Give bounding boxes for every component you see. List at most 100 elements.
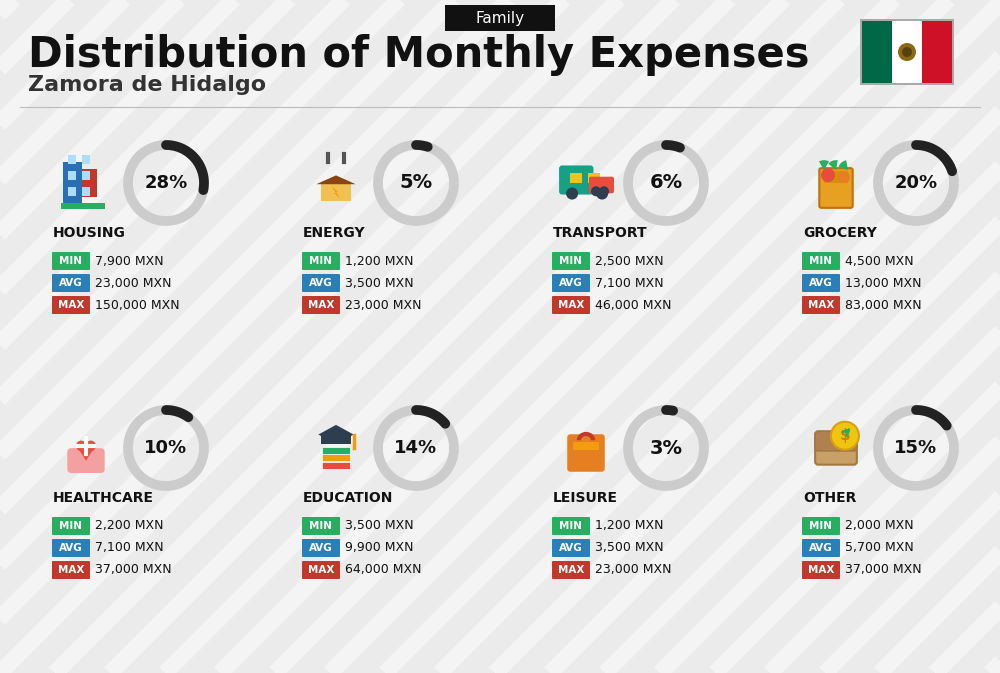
FancyBboxPatch shape (802, 296, 840, 314)
FancyBboxPatch shape (802, 539, 840, 557)
Circle shape (566, 188, 578, 200)
FancyBboxPatch shape (321, 184, 351, 201)
Text: 7,100 MXN: 7,100 MXN (595, 277, 664, 289)
Text: MAX: MAX (808, 565, 834, 575)
Text: HOUSING: HOUSING (53, 226, 126, 240)
Text: AVG: AVG (309, 543, 333, 553)
FancyBboxPatch shape (573, 442, 599, 450)
FancyBboxPatch shape (552, 252, 590, 270)
FancyBboxPatch shape (52, 517, 90, 535)
FancyBboxPatch shape (82, 171, 90, 180)
Wedge shape (839, 160, 848, 170)
FancyBboxPatch shape (322, 462, 350, 469)
FancyBboxPatch shape (802, 561, 840, 579)
FancyBboxPatch shape (552, 539, 590, 557)
FancyBboxPatch shape (588, 173, 600, 183)
Text: ENERGY: ENERGY (303, 226, 366, 240)
Text: MIN: MIN (60, 256, 82, 266)
Text: MAX: MAX (558, 565, 584, 575)
Text: MAX: MAX (308, 300, 334, 310)
Text: $: $ (840, 428, 850, 444)
FancyBboxPatch shape (860, 19, 954, 85)
FancyBboxPatch shape (63, 162, 82, 204)
FancyBboxPatch shape (302, 539, 340, 557)
Text: Family: Family (475, 11, 525, 26)
Text: AVG: AVG (59, 543, 83, 553)
Text: 23,000 MXN: 23,000 MXN (595, 563, 672, 577)
Text: 5,700 MXN: 5,700 MXN (845, 542, 914, 555)
FancyBboxPatch shape (302, 274, 340, 292)
Text: MIN: MIN (60, 521, 82, 531)
Polygon shape (318, 425, 354, 444)
Text: 20%: 20% (894, 174, 938, 192)
Circle shape (599, 186, 609, 197)
Text: 2,500 MXN: 2,500 MXN (595, 254, 664, 267)
Text: 14%: 14% (394, 439, 438, 457)
FancyBboxPatch shape (802, 517, 840, 535)
Text: OTHER: OTHER (803, 491, 856, 505)
Text: Distribution of Monthly Expenses: Distribution of Monthly Expenses (28, 34, 810, 76)
FancyBboxPatch shape (815, 431, 857, 451)
Text: MIN: MIN (560, 521, 582, 531)
Polygon shape (316, 176, 356, 184)
Text: 23,000 MXN: 23,000 MXN (345, 299, 422, 312)
Text: 13,000 MXN: 13,000 MXN (845, 277, 922, 289)
Text: 83,000 MXN: 83,000 MXN (845, 299, 922, 312)
Text: AVG: AVG (809, 543, 833, 553)
Text: 15%: 15% (894, 439, 938, 457)
FancyBboxPatch shape (302, 252, 340, 270)
Wedge shape (828, 160, 838, 170)
Text: GROCERY: GROCERY (803, 226, 877, 240)
Text: 7,100 MXN: 7,100 MXN (95, 542, 164, 555)
Text: 37,000 MXN: 37,000 MXN (95, 563, 172, 577)
FancyBboxPatch shape (67, 448, 105, 473)
FancyBboxPatch shape (302, 296, 340, 314)
FancyBboxPatch shape (68, 171, 76, 180)
FancyBboxPatch shape (567, 434, 605, 472)
FancyBboxPatch shape (819, 168, 853, 208)
Text: MIN: MIN (310, 521, 332, 531)
Text: 46,000 MXN: 46,000 MXN (595, 299, 672, 312)
Text: 10%: 10% (144, 439, 188, 457)
FancyBboxPatch shape (322, 454, 350, 462)
FancyBboxPatch shape (52, 561, 90, 579)
FancyBboxPatch shape (552, 517, 590, 535)
Text: MAX: MAX (558, 300, 584, 310)
Text: LEISURE: LEISURE (553, 491, 618, 505)
Text: 2,200 MXN: 2,200 MXN (95, 520, 164, 532)
Text: 28%: 28% (144, 174, 188, 192)
Text: MIN: MIN (810, 521, 832, 531)
Text: 5%: 5% (399, 174, 433, 192)
Circle shape (898, 43, 916, 61)
Text: MAX: MAX (808, 300, 834, 310)
Text: 3,500 MXN: 3,500 MXN (345, 520, 414, 532)
Text: TRANSPORT: TRANSPORT (553, 226, 648, 240)
Text: 3,500 MXN: 3,500 MXN (595, 542, 664, 555)
Circle shape (591, 186, 601, 197)
Text: Zamora de Hidalgo: Zamora de Hidalgo (28, 75, 266, 95)
Text: 7,900 MXN: 7,900 MXN (95, 254, 164, 267)
FancyBboxPatch shape (82, 155, 90, 164)
FancyBboxPatch shape (302, 561, 340, 579)
FancyBboxPatch shape (552, 274, 590, 292)
Text: 6%: 6% (649, 174, 683, 192)
FancyBboxPatch shape (862, 21, 892, 83)
Text: MAX: MAX (58, 565, 84, 575)
FancyBboxPatch shape (570, 173, 582, 183)
FancyBboxPatch shape (302, 517, 340, 535)
Text: 23,000 MXN: 23,000 MXN (95, 277, 172, 289)
FancyBboxPatch shape (82, 170, 97, 197)
Text: 3%: 3% (650, 439, 682, 458)
FancyBboxPatch shape (68, 187, 76, 196)
FancyBboxPatch shape (52, 296, 90, 314)
FancyBboxPatch shape (552, 561, 590, 579)
FancyBboxPatch shape (802, 274, 840, 292)
Text: 9,900 MXN: 9,900 MXN (345, 542, 414, 555)
Circle shape (85, 441, 96, 451)
Circle shape (76, 441, 87, 451)
Text: 3,500 MXN: 3,500 MXN (345, 277, 414, 289)
Text: MIN: MIN (810, 256, 832, 266)
FancyBboxPatch shape (802, 252, 840, 270)
FancyBboxPatch shape (52, 539, 90, 557)
FancyBboxPatch shape (815, 431, 857, 464)
